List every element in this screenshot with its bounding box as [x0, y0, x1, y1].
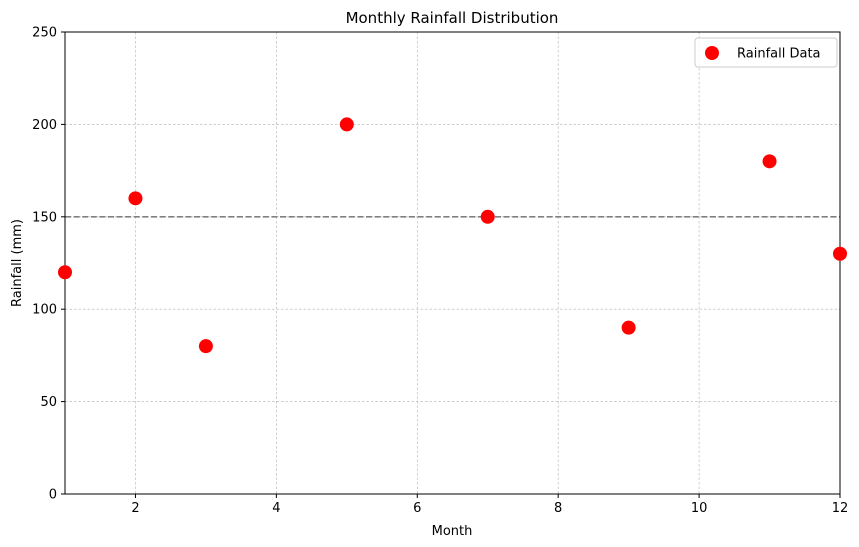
x-tick-label: 4	[272, 501, 280, 516]
data-point	[621, 320, 636, 335]
legend-label: Rainfall Data	[737, 47, 821, 62]
data-point	[480, 209, 495, 224]
grid-lines	[65, 31, 841, 495]
y-tick-label: 200	[32, 118, 57, 133]
axis-ticks: 2 4 6 8 10 12 0 50 100 150 200 250	[32, 26, 848, 517]
legend-marker	[705, 46, 719, 60]
data-point	[198, 339, 213, 354]
plot-area-frame	[64, 31, 841, 495]
data-point	[128, 191, 143, 206]
data-point	[762, 154, 777, 169]
y-tick-label: 0	[49, 488, 57, 503]
x-tick-label: 6	[413, 501, 421, 516]
x-tick-label: 8	[554, 501, 562, 516]
y-axis-label: Rainfall (mm)	[10, 219, 25, 307]
y-tick-label: 100	[32, 303, 57, 318]
data-point	[833, 246, 847, 261]
chart-title: Monthly Rainfall Distribution	[346, 9, 559, 27]
data-points	[58, 117, 847, 354]
data-point	[339, 117, 354, 132]
x-tick-label: 2	[131, 501, 139, 516]
x-tick-label: 10	[691, 501, 708, 516]
data-point	[58, 265, 72, 280]
x-axis-label: Month	[432, 524, 473, 539]
legend: Rainfall Data	[694, 37, 838, 68]
y-tick-label: 150	[32, 210, 57, 225]
y-tick-label: 50	[40, 395, 57, 410]
x-tick-label: 12	[832, 501, 849, 516]
y-tick-label: 250	[32, 26, 57, 41]
legend-box	[694, 37, 838, 68]
